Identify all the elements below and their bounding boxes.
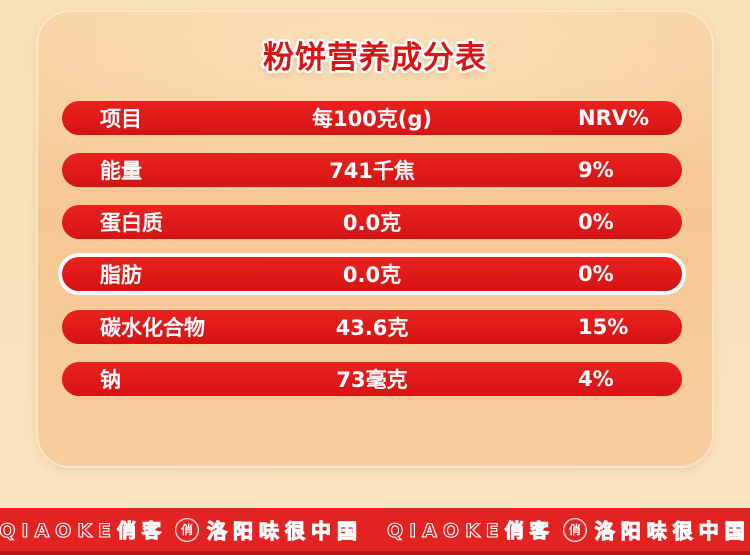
row-item: 钠 — [100, 368, 121, 392]
row-nrv: 4% — [578, 367, 614, 391]
header-item-label: 项目 — [100, 107, 142, 131]
brand-slogan: 洛阳味很中国 — [206, 518, 363, 543]
brand-slogan: 洛阳味很中国 — [594, 518, 750, 543]
brand-name: QIAOKE俏客 — [0, 519, 167, 542]
qiaoke-seal-icon: 俏 — [175, 517, 199, 542]
row-value: 0.0克 — [342, 263, 402, 287]
row-item: 蛋白质 — [100, 211, 163, 235]
row-nrv: 0% — [578, 210, 614, 234]
table-row-sodium: 钠 73毫克 4% — [62, 362, 682, 396]
row-value: 73毫克 — [336, 368, 408, 392]
row-value: 43.6克 — [335, 316, 409, 340]
row-item: 碳水化合物 — [100, 316, 205, 340]
nutrition-panel — [36, 10, 714, 468]
table-row-energy: 能量 741千焦 9% — [62, 153, 682, 187]
page-title: 粉饼营养成分表 — [263, 40, 487, 76]
table-row-carbohydrate: 碳水化合物 43.6克 15% — [62, 310, 682, 344]
table-row-fat-highlighted: 脂肪 0.0克 0% — [62, 257, 682, 291]
row-nrv: 9% — [578, 158, 614, 182]
row-item: 脂肪 — [100, 263, 142, 287]
row-nrv: 15% — [578, 315, 629, 339]
header-nrv-label: NRV% — [578, 106, 650, 130]
table-row-protein: 蛋白质 0.0克 0% — [62, 205, 682, 239]
brand-footer-bar: QIAOKE俏客 俏 洛阳味很中国 QIAOKE俏客 俏 洛阳味很中国 — [0, 508, 750, 555]
brand-name: QIAOKE俏客 — [386, 519, 555, 542]
brand-group: QIAOKE俏客 俏 洛阳味很中国 — [386, 515, 750, 544]
row-nrv: 0% — [578, 262, 614, 286]
row-item: 能量 — [100, 159, 142, 183]
header-value-label: 每100克(g) — [311, 107, 433, 131]
table-header-row: 项目 每100克(g) NRV% — [62, 101, 682, 135]
qiaoke-seal-icon: 俏 — [562, 517, 587, 542]
row-value: 741千焦 — [329, 159, 415, 183]
row-value: 0.0克 — [342, 211, 402, 235]
brand-group: QIAOKE俏客 俏 洛阳味很中国 — [0, 515, 363, 544]
